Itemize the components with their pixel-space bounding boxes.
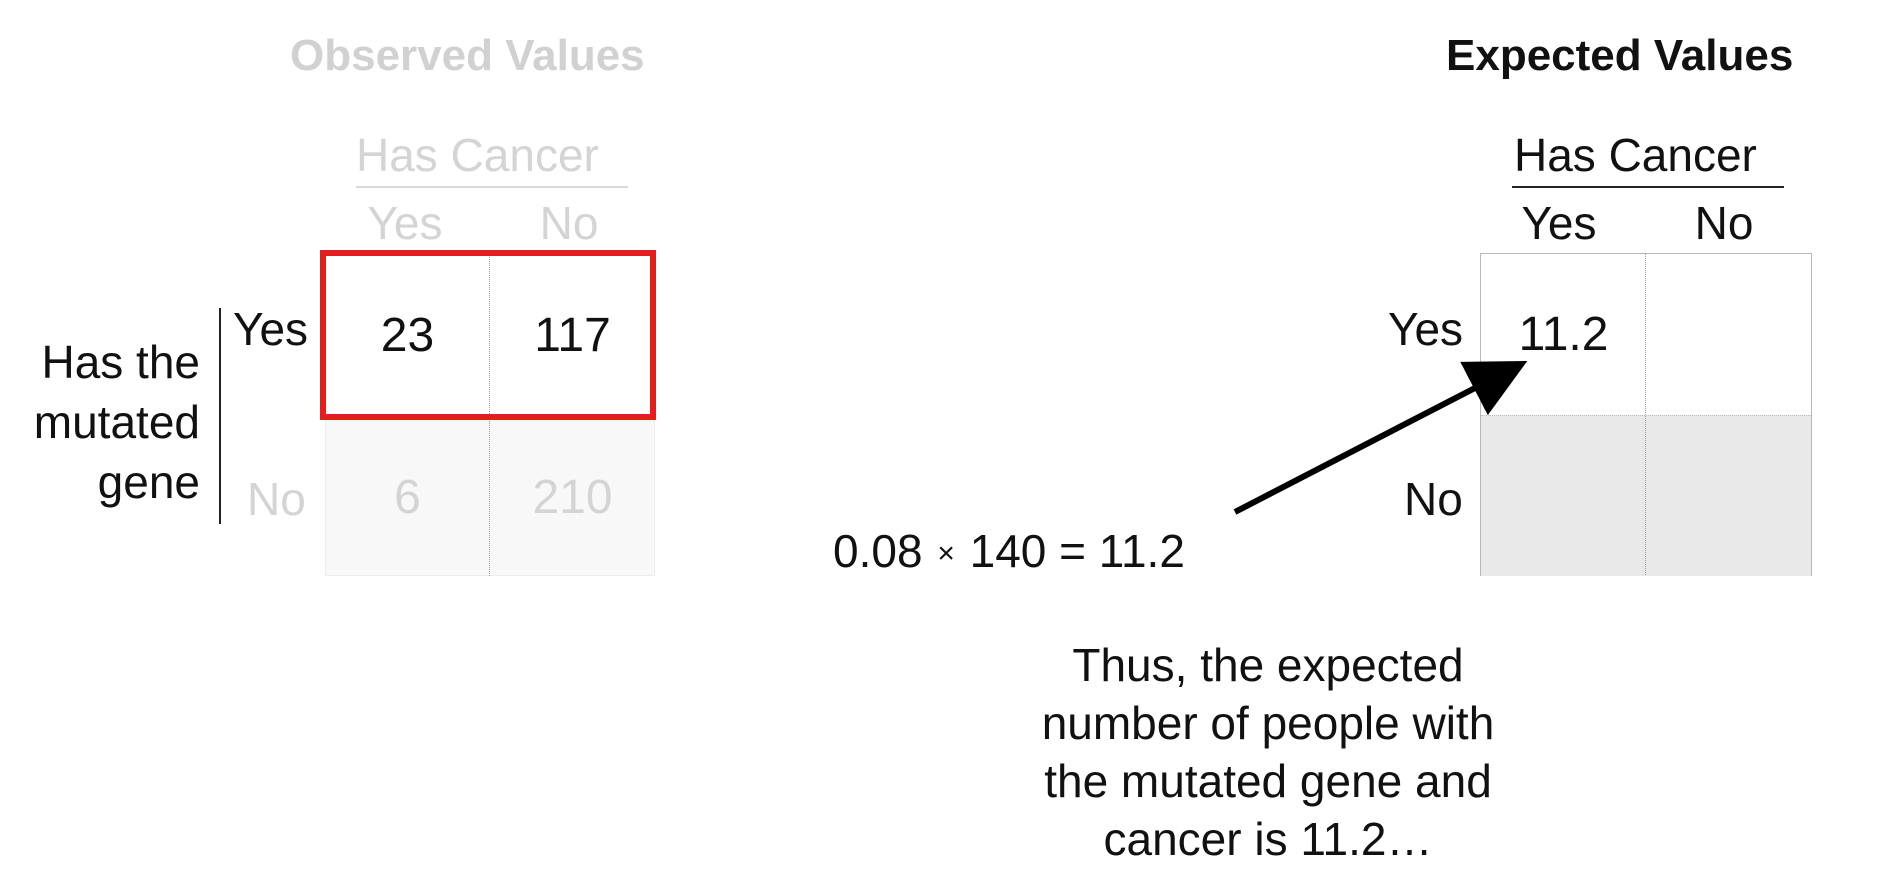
observed-row-yes: Yes <box>233 303 309 355</box>
expected-row-no: No <box>1404 473 1463 525</box>
row-group-line: gene <box>97 456 200 508</box>
observed-col-no: No <box>539 197 599 249</box>
explanation-line: cancer is 11.2… <box>1103 813 1433 865</box>
explanation-line: number of people with <box>1041 697 1495 749</box>
row-group-line: mutated <box>33 396 200 448</box>
observed-cell-no-yes: 6 <box>394 470 421 524</box>
expected-cell-yes-yes: 11.2 <box>1518 308 1609 361</box>
row-group-line: Has the <box>41 336 200 388</box>
formula-times: × <box>937 537 955 570</box>
observed-cell-yes-yes: 23 <box>380 309 435 362</box>
observed-row-group-bar <box>219 308 221 524</box>
formula-right: 140 = 11.2 <box>969 525 1185 577</box>
explanation: Thus, the expected number of people with… <box>988 636 1548 868</box>
expected-col-group-label: Has Cancer <box>1514 129 1757 181</box>
expected-col-yes: Yes <box>1521 197 1597 249</box>
explanation-line: the mutated gene and <box>1044 755 1492 807</box>
formula: 0.08 × 140 = 11.2 <box>833 528 1185 574</box>
observed-row-group-label: Has the mutated gene <box>0 332 200 512</box>
expected-col-divider <box>1645 254 1646 575</box>
observed-col-group-label: Has Cancer <box>356 129 599 181</box>
expected-bottom-row-bg <box>1481 415 1811 576</box>
expected-table: 11.2 <box>1480 253 1812 576</box>
arrow-line <box>1233 360 1528 515</box>
observed-cell-yes-no: 117 <box>534 309 611 362</box>
expected-row-yes: Yes <box>1388 303 1464 355</box>
observed-title: Observed Values <box>290 31 645 80</box>
observed-bottom-row-bg <box>325 418 655 576</box>
expected-col-no: No <box>1694 197 1754 249</box>
observed-col-yes: Yes <box>367 197 443 249</box>
formula-left: 0.08 <box>833 525 923 577</box>
observed-row-no: No <box>247 473 306 525</box>
observed-yes-row-highlight <box>320 250 656 420</box>
expected-title: Expected Values <box>1446 31 1794 80</box>
observed-col-group-underline <box>356 186 628 188</box>
observed-cell-no-no: 210 <box>532 470 613 524</box>
explanation-line: Thus, the expected <box>1072 639 1464 691</box>
expected-col-group-underline <box>1512 186 1784 188</box>
observed-table: 23 117 6 210 <box>325 253 655 576</box>
